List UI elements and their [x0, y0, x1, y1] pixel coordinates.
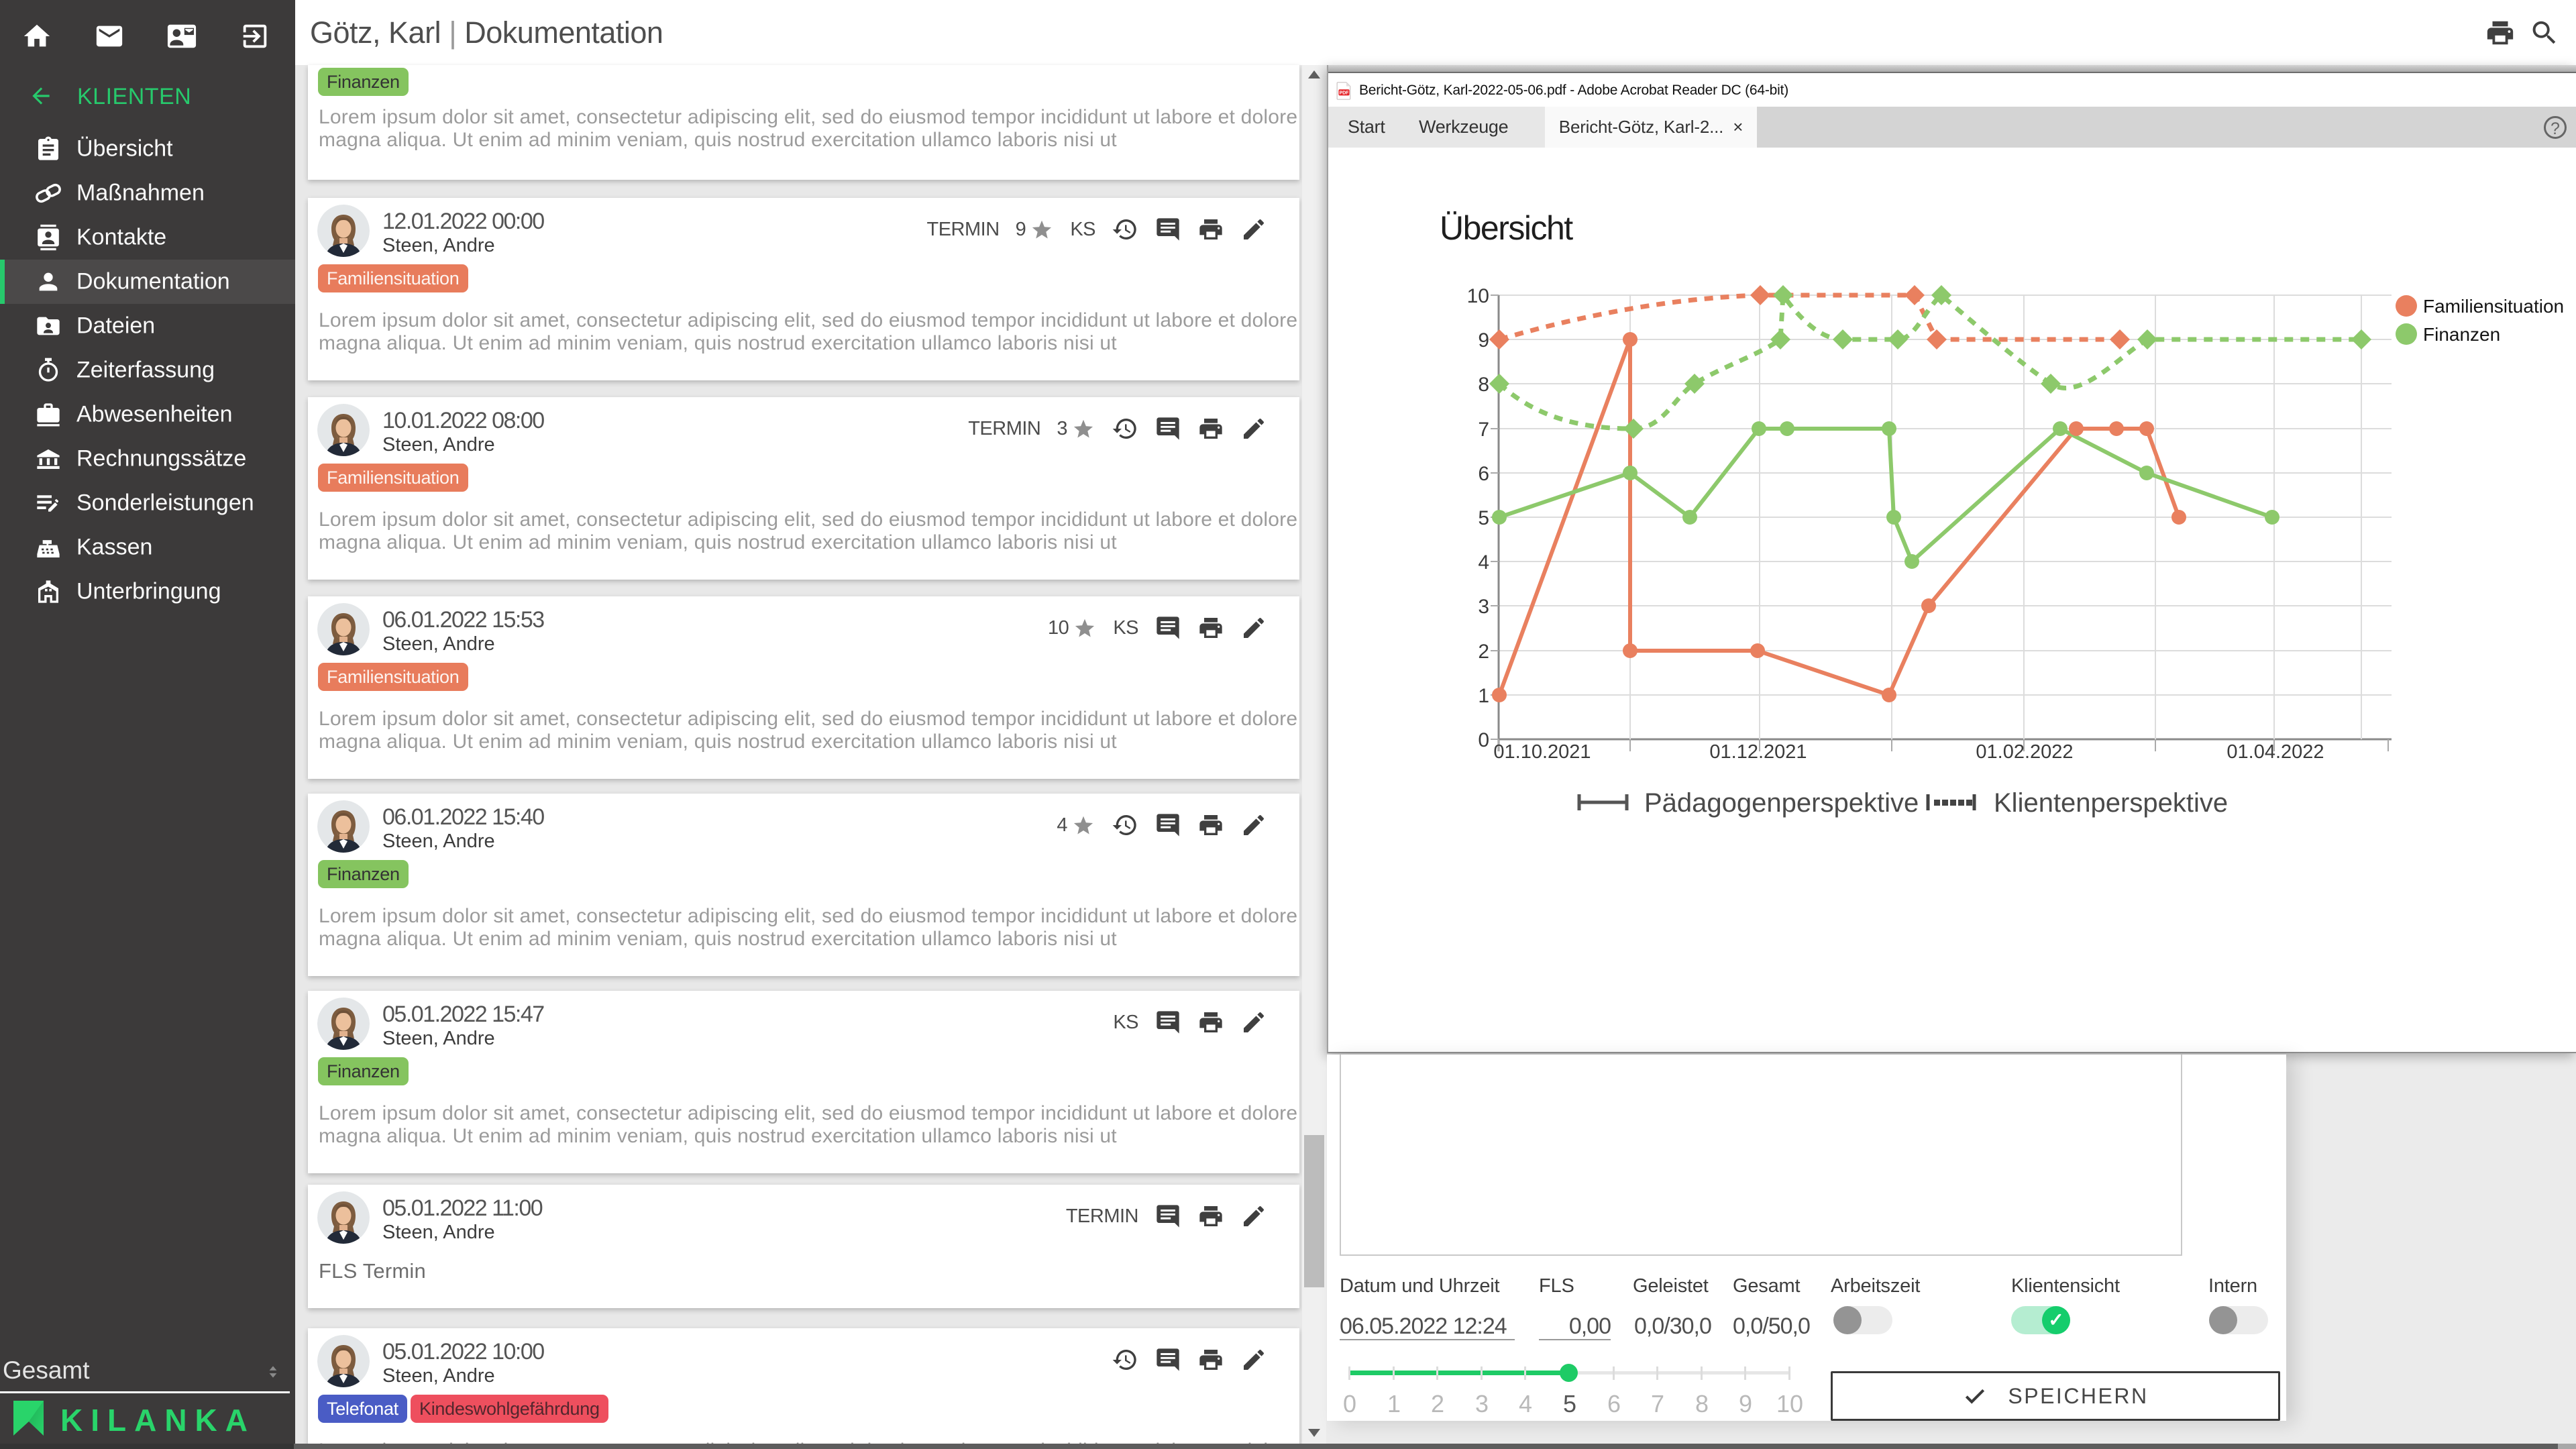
- svg-text:Pädagogenperspektive: Pädagogenperspektive: [1644, 788, 1919, 818]
- svg-text:Familiensituation: Familiensituation: [2423, 296, 2564, 317]
- svg-text:01.02.2022: 01.02.2022: [1976, 741, 2073, 763]
- svg-text:9: 9: [1478, 329, 1489, 352]
- svg-text:01.10.2021: 01.10.2021: [1493, 741, 1591, 763]
- svg-text:8: 8: [1478, 374, 1489, 396]
- svg-text:5: 5: [1478, 507, 1489, 529]
- svg-text:6: 6: [1478, 463, 1489, 485]
- svg-text:Klientenperspektive: Klientenperspektive: [1994, 788, 2228, 818]
- svg-text:0: 0: [1478, 729, 1489, 751]
- svg-text:01.04.2022: 01.04.2022: [2226, 741, 2324, 763]
- svg-text:2: 2: [1478, 641, 1489, 663]
- svg-text:7: 7: [1478, 419, 1489, 441]
- svg-text:1: 1: [1478, 685, 1489, 707]
- svg-text:10: 10: [1467, 285, 1489, 307]
- svg-text:PDF: PDF: [1340, 91, 1349, 96]
- svg-text:3: 3: [1478, 596, 1489, 618]
- svg-text:4: 4: [1478, 551, 1489, 574]
- svg-text:Finanzen: Finanzen: [2423, 324, 2500, 345]
- svg-text:01.12.2021: 01.12.2021: [1709, 741, 1807, 763]
